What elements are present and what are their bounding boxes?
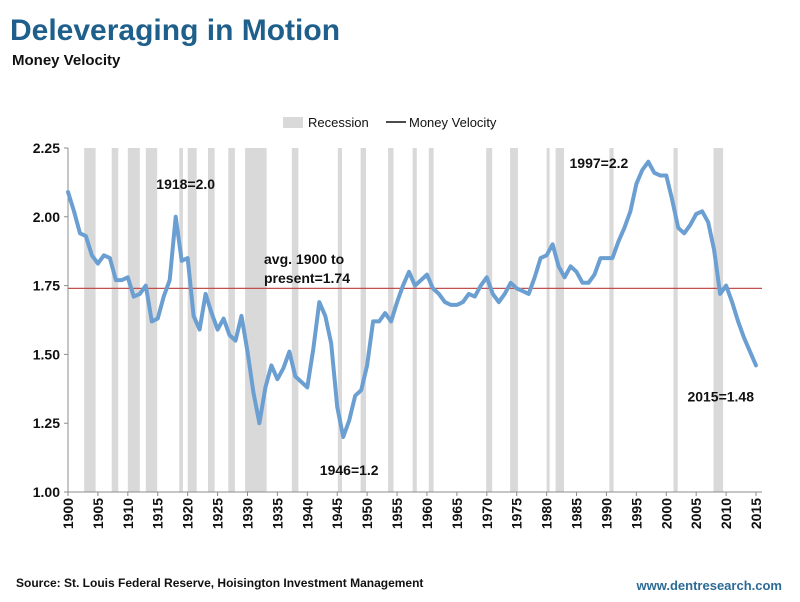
recession-band-20 bbox=[673, 148, 678, 492]
x-tick-label: 1900 bbox=[60, 498, 76, 529]
chart-title: Deleveraging in Motion bbox=[10, 14, 341, 47]
x-tick-label: 1955 bbox=[389, 498, 405, 529]
recession-band-1 bbox=[111, 148, 119, 492]
x-tick-label: 1970 bbox=[479, 498, 495, 529]
y-tick-label: 2.00 bbox=[33, 209, 60, 225]
recession-band-17 bbox=[546, 148, 550, 492]
recession-band-5 bbox=[187, 148, 197, 492]
x-tick-label: 1950 bbox=[359, 498, 375, 529]
x-tick-label: 1920 bbox=[180, 498, 196, 529]
average-label-line1: avg. 1900 to bbox=[264, 251, 344, 267]
y-tick-label: 2.25 bbox=[33, 140, 60, 156]
x-tick-label: 1930 bbox=[239, 498, 255, 529]
x-tick-label: 1975 bbox=[509, 498, 525, 529]
x-tick-label: 2005 bbox=[688, 498, 704, 529]
x-tick-label: 1915 bbox=[150, 498, 166, 529]
recession-bands bbox=[84, 148, 724, 492]
recession-band-15 bbox=[486, 148, 493, 492]
recession-band-4 bbox=[179, 148, 183, 492]
recession-band-2 bbox=[127, 148, 140, 492]
annotation-label: 1946=1.2 bbox=[320, 462, 379, 478]
annotation-label: 1918=2.0 bbox=[156, 176, 215, 192]
recession-band-6 bbox=[208, 148, 215, 492]
money-velocity-line bbox=[66, 159, 758, 439]
recession-band-16 bbox=[510, 148, 518, 492]
x-tick-label: 1925 bbox=[210, 498, 226, 529]
recession-band-7 bbox=[228, 148, 235, 492]
website-link[interactable]: www.dentresearch.com bbox=[636, 578, 782, 593]
recession-band-10 bbox=[337, 148, 342, 492]
x-tick-label: 1905 bbox=[90, 498, 106, 529]
y-tick-label: 1.75 bbox=[33, 278, 60, 294]
x-tick-label: 1965 bbox=[449, 498, 465, 529]
source-note: Source: St. Louis Federal Reserve, Hoisi… bbox=[16, 576, 424, 590]
x-tick-label: 1990 bbox=[598, 498, 614, 529]
chart-labels: 1918=2.0 1946=1.2 1997=2.2 2015=1.48 avg. 19… bbox=[156, 155, 754, 478]
y-tick-label: 1.25 bbox=[33, 415, 60, 431]
legend-series-label: Money Velocity bbox=[409, 115, 497, 130]
x-tick-label: 2015 bbox=[748, 498, 764, 529]
annotation-label: 1997=2.2 bbox=[570, 155, 629, 171]
x-tick-label: 1960 bbox=[419, 498, 435, 529]
recession-band-8 bbox=[245, 148, 267, 492]
recession-band-14 bbox=[428, 148, 434, 492]
annotation-label: 2015=1.48 bbox=[687, 388, 754, 404]
legend-recession-swatch bbox=[283, 117, 303, 128]
average-label-line2: present=1.74 bbox=[264, 270, 350, 286]
legend-recession-label: Recession bbox=[308, 115, 369, 130]
recession-band-11 bbox=[360, 148, 366, 492]
chart-axes: 1.00 1.25 1.50 1.75 2.00 2.25 1900 1905 1910 1915… bbox=[33, 140, 764, 529]
recession-band-0 bbox=[84, 148, 96, 492]
recession-band-9 bbox=[291, 148, 299, 492]
y-tick-label: 1.00 bbox=[33, 484, 60, 500]
x-tick-label: 1985 bbox=[569, 498, 585, 529]
y-tick-label: 1.50 bbox=[33, 346, 60, 362]
x-tick-label: 2000 bbox=[658, 498, 674, 529]
x-tick-label: 1995 bbox=[628, 498, 644, 529]
x-tick-label: 1935 bbox=[269, 498, 285, 529]
recession-band-21 bbox=[713, 148, 724, 492]
legend: Recession Money Velocity bbox=[283, 115, 497, 130]
x-tick-label: 1945 bbox=[329, 498, 345, 529]
recession-band-13 bbox=[412, 148, 417, 492]
x-tick-label: 1980 bbox=[539, 498, 555, 529]
chart-subtitle: Money Velocity bbox=[12, 52, 121, 69]
recession-band-18 bbox=[555, 148, 564, 492]
x-tick-label: 1910 bbox=[120, 498, 136, 529]
x-tick-label: 1940 bbox=[299, 498, 315, 529]
recession-band-19 bbox=[609, 148, 614, 492]
x-tick-label: 2010 bbox=[718, 498, 734, 529]
series-layer bbox=[66, 159, 758, 439]
